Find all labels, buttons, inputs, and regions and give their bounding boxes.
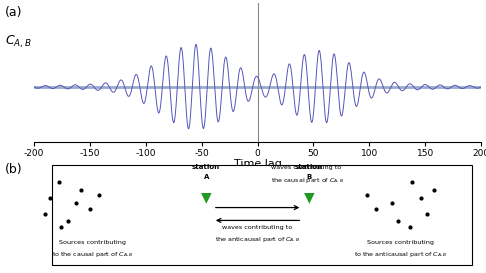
Text: station: station bbox=[295, 164, 323, 170]
FancyBboxPatch shape bbox=[52, 165, 472, 265]
Text: ▼: ▼ bbox=[304, 191, 314, 204]
Text: B: B bbox=[306, 174, 312, 180]
Text: to the anticausal part of $C_{A,B}$: to the anticausal part of $C_{A,B}$ bbox=[354, 250, 448, 259]
Text: ▼: ▼ bbox=[201, 191, 211, 204]
Text: the anticausal part of $C_{A,B}$: the anticausal part of $C_{A,B}$ bbox=[215, 235, 300, 244]
Text: station: station bbox=[192, 164, 220, 170]
Text: (b): (b) bbox=[5, 163, 22, 176]
Text: waves contributing to: waves contributing to bbox=[223, 225, 293, 230]
Text: Sources contributing: Sources contributing bbox=[59, 240, 126, 245]
Text: Sources contributing: Sources contributing bbox=[367, 240, 434, 245]
Text: to the causal part of $C_{A,B}$: to the causal part of $C_{A,B}$ bbox=[52, 250, 133, 259]
Text: (a): (a) bbox=[5, 5, 22, 19]
Text: the causal part of $C_{A,B}$: the causal part of $C_{A,B}$ bbox=[271, 177, 344, 185]
Text: A: A bbox=[204, 174, 209, 180]
Text: $C_{A,B}$: $C_{A,B}$ bbox=[5, 33, 32, 50]
X-axis label: Time lag: Time lag bbox=[234, 159, 281, 169]
Text: waves contributing to: waves contributing to bbox=[271, 165, 341, 170]
